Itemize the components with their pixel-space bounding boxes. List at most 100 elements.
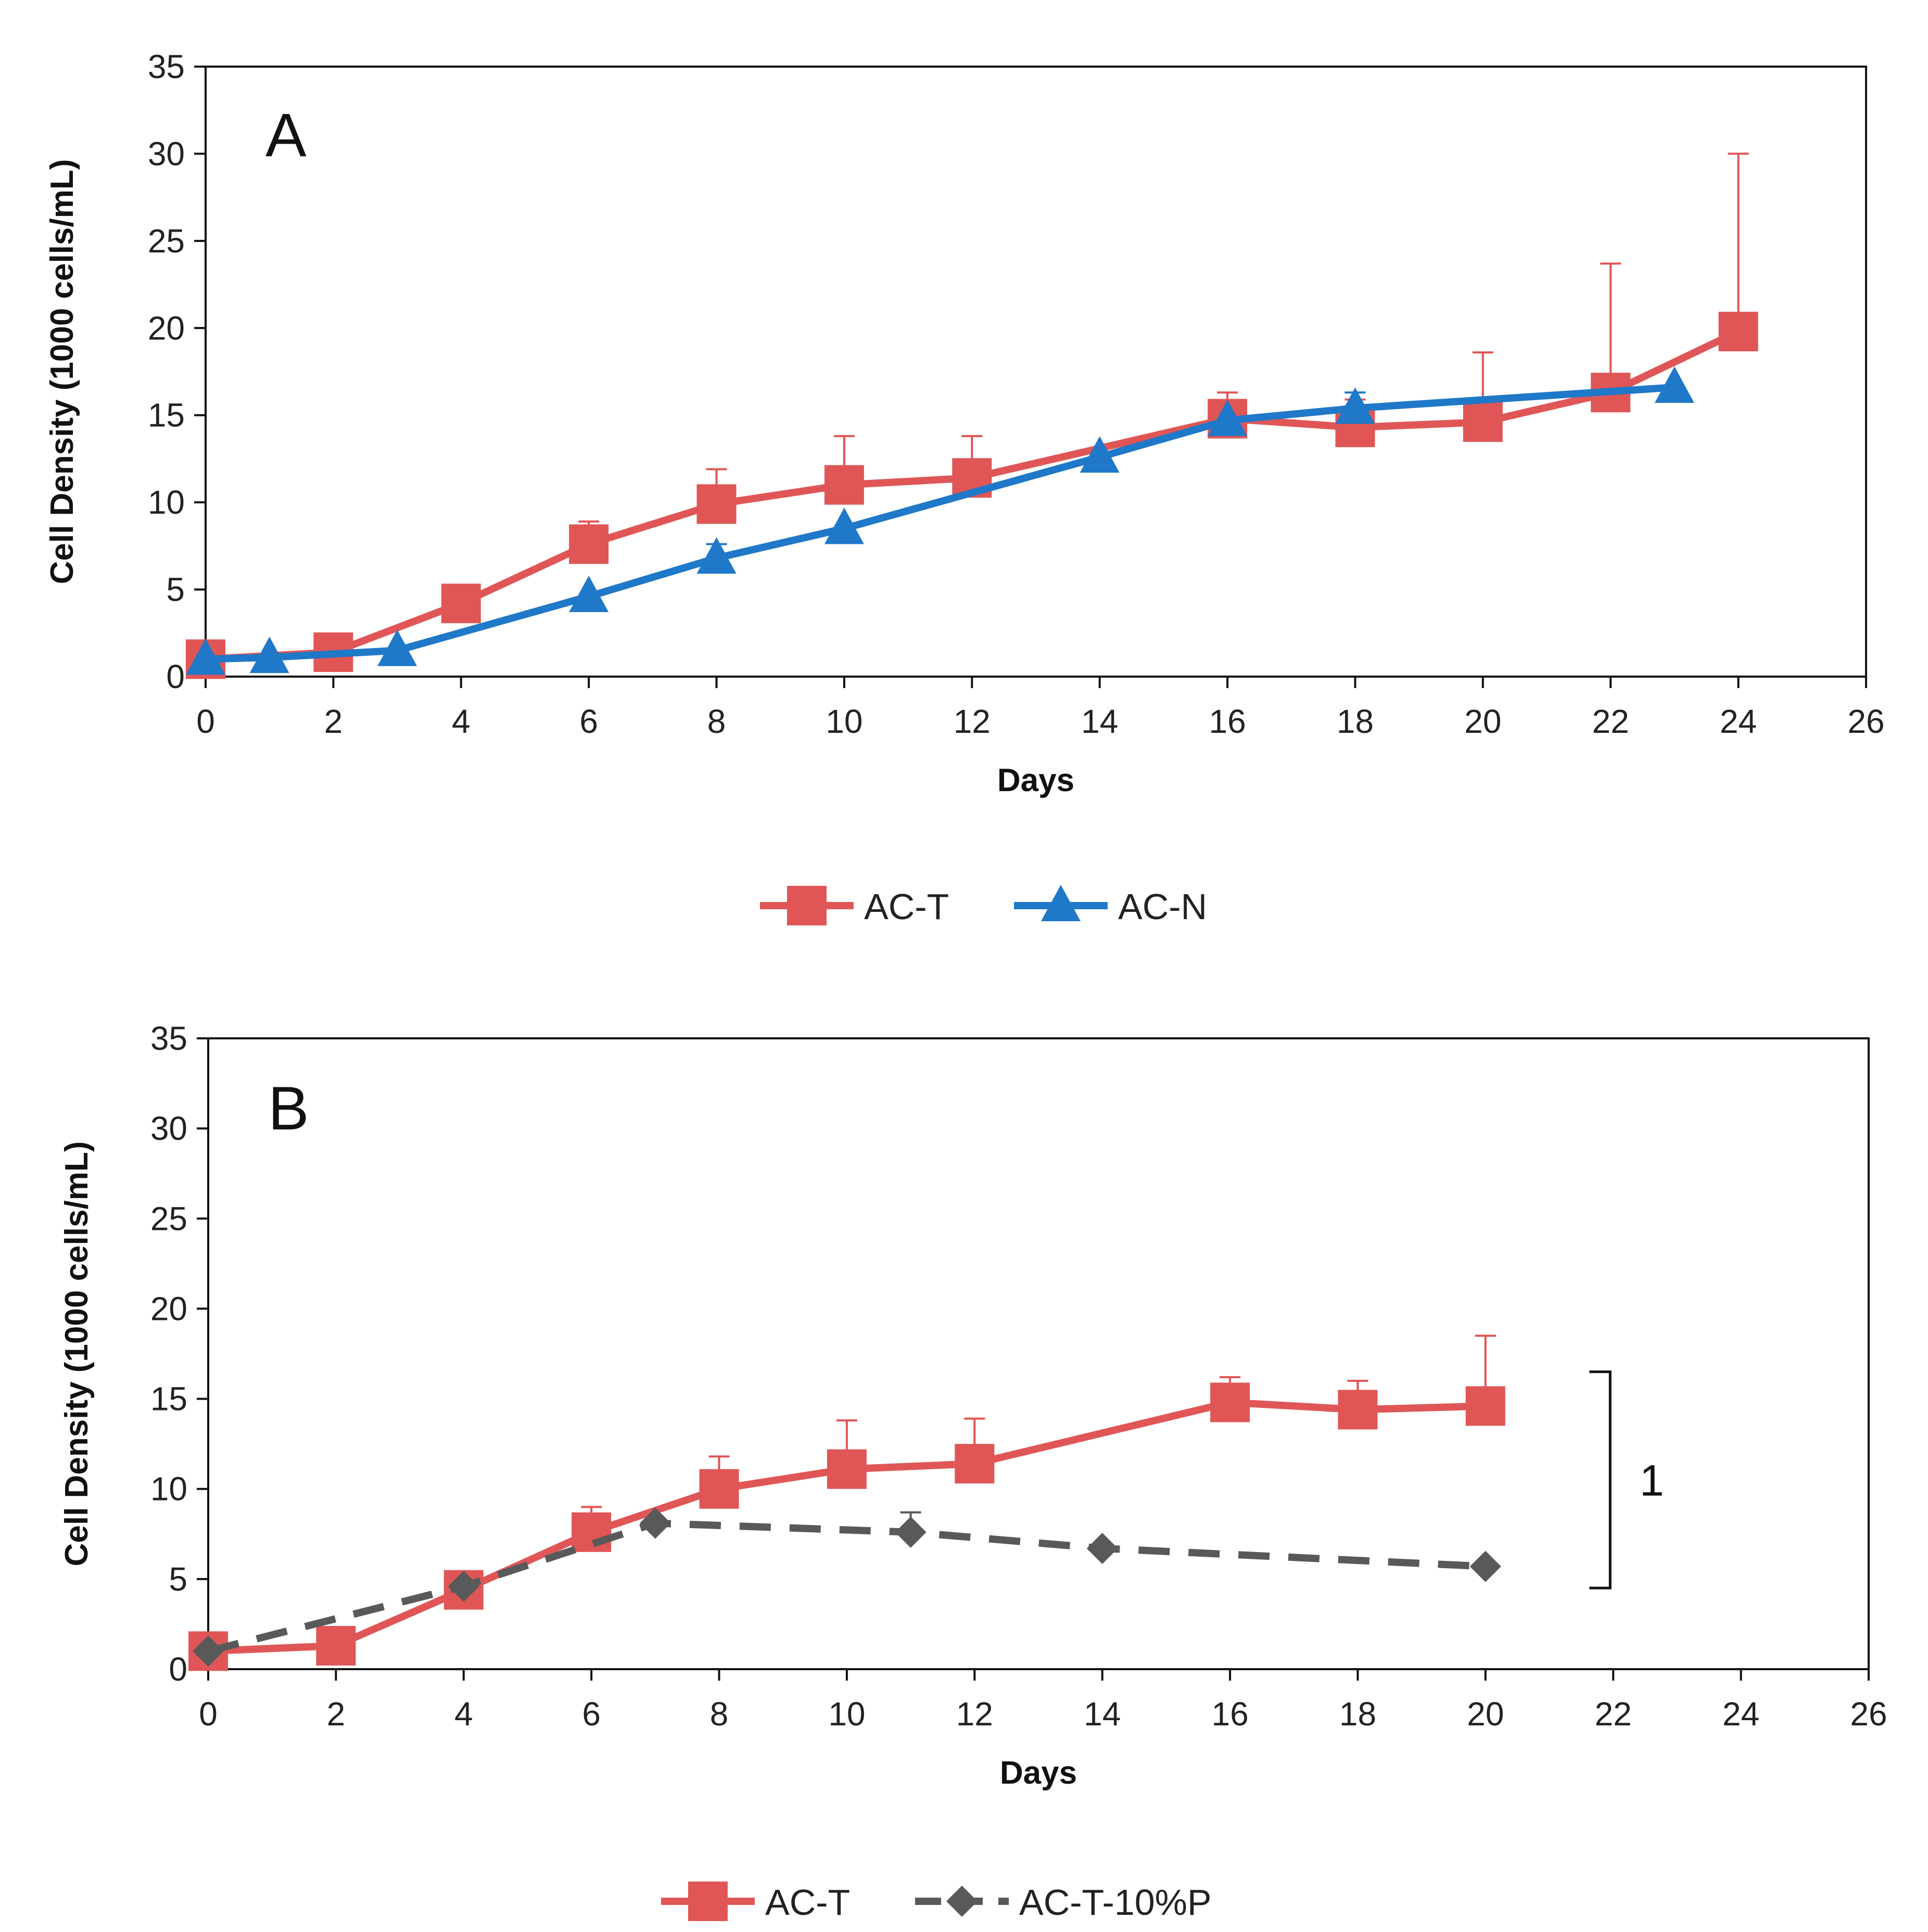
- x-tick-label: 24: [1722, 1695, 1759, 1733]
- x-tick-label: 4: [452, 703, 471, 740]
- legend: AC-T AC-N: [760, 885, 1207, 927]
- series-ac-n: [186, 366, 1694, 675]
- data-point: [639, 1507, 671, 1539]
- y-axis-title: Cell Density (1000 cells/mL): [59, 1141, 95, 1567]
- x-tick-label: 22: [1595, 1695, 1632, 1733]
- x-tick-label: 12: [954, 703, 991, 740]
- data-point: [569, 524, 609, 564]
- y-tick-label: 30: [150, 1110, 187, 1147]
- y-tick-label: 10: [150, 1470, 187, 1508]
- legend-item: AC-T: [760, 886, 949, 927]
- x-tick-label: 2: [324, 703, 343, 740]
- x-tick-label: 16: [1211, 1695, 1248, 1733]
- legend-item: AC-T: [661, 1882, 850, 1923]
- legend-swatch-marker: [1041, 885, 1081, 921]
- series-ac-t: [188, 1334, 1505, 1671]
- x-tick-label: 24: [1720, 703, 1757, 740]
- y-tick-label: 20: [150, 1290, 187, 1327]
- data-point: [441, 583, 481, 624]
- y-tick-label: 0: [169, 1650, 187, 1688]
- data-point: [316, 1625, 356, 1666]
- y-axis-title: Cell Density (1000 cells/mL): [44, 159, 80, 584]
- bracket: [1589, 1370, 1612, 1590]
- data-point: [1210, 1382, 1250, 1422]
- x-tick-label: 26: [1850, 1695, 1887, 1733]
- x-tick-label: 16: [1209, 703, 1246, 740]
- data-point: [448, 1570, 479, 1602]
- panel-letter: A: [265, 101, 307, 170]
- x-tick-label: 14: [1081, 703, 1118, 740]
- plot-frame: [205, 66, 1867, 678]
- x-tick-label: 18: [1339, 1695, 1376, 1733]
- y-tick-label: 5: [166, 571, 185, 608]
- data-point: [193, 1635, 224, 1667]
- y-tick-label: 15: [150, 1380, 187, 1418]
- data-point: [377, 629, 417, 666]
- data-point: [186, 638, 225, 675]
- data-point: [696, 484, 737, 524]
- series-ac-t-10-p: [193, 1507, 1501, 1667]
- x-tick-label: 20: [1467, 1695, 1504, 1733]
- x-axis-title: Days: [1000, 1755, 1077, 1791]
- series-line: [205, 1399, 1489, 1655]
- y-tick-label: 25: [150, 1200, 187, 1237]
- bracket-label: 1: [1640, 1456, 1664, 1505]
- data-point: [824, 507, 864, 544]
- legend-label: AC-T: [864, 886, 949, 927]
- data-point: [824, 465, 864, 505]
- data-point: [572, 1512, 612, 1552]
- data-point: [1463, 402, 1503, 442]
- x-tick-label: 22: [1592, 703, 1629, 740]
- legend-label: AC-N: [1118, 886, 1207, 927]
- legend-item: AC-N: [1014, 885, 1207, 927]
- plot-frame: [207, 1037, 1870, 1670]
- legend-swatch-marker: [946, 1886, 978, 1917]
- data-point: [1718, 311, 1758, 351]
- x-tick-label: 2: [327, 1695, 346, 1733]
- data-point: [1469, 1550, 1501, 1582]
- legend: AC-T AC-T-10%P: [661, 1882, 1212, 1923]
- x-tick-label: 10: [826, 703, 862, 740]
- series-line: [202, 327, 1742, 663]
- x-tick-label: 4: [454, 1695, 473, 1733]
- x-tick-label: 0: [196, 703, 215, 740]
- x-tick-label: 8: [707, 703, 726, 740]
- series-ac-t: [186, 152, 1758, 679]
- data-point: [1465, 1386, 1505, 1426]
- data-point: [249, 637, 289, 673]
- y-tick-label: 20: [148, 309, 185, 347]
- y-tick-label: 0: [166, 658, 185, 695]
- x-tick-label: 20: [1464, 703, 1501, 740]
- data-point: [955, 1444, 995, 1484]
- y-tick-label: 10: [148, 484, 185, 521]
- panel-letter: B: [268, 1074, 309, 1143]
- x-tick-label: 0: [199, 1695, 218, 1733]
- y-tick-label: 25: [148, 222, 185, 260]
- x-tick-label: 10: [828, 1695, 865, 1733]
- data-point: [569, 575, 609, 612]
- data-point: [1080, 436, 1120, 473]
- data-point: [699, 1469, 739, 1509]
- legend-swatch-marker: [688, 1882, 728, 1921]
- legend-label: AC-T: [765, 1882, 850, 1923]
- y-tick-label: 35: [148, 48, 185, 85]
- data-point: [895, 1516, 927, 1548]
- data-point: [827, 1449, 867, 1489]
- x-axis-title: Days: [997, 762, 1074, 798]
- y-tick-label: 35: [150, 1020, 187, 1057]
- legend-label: AC-T-10%P: [1019, 1882, 1212, 1923]
- x-tick-label: 8: [710, 1695, 729, 1733]
- y-tick-label: 15: [148, 397, 185, 434]
- x-tick-label: 18: [1337, 703, 1374, 740]
- data-point: [1086, 1532, 1118, 1564]
- y-tick-label: 30: [148, 135, 185, 172]
- x-tick-label: 12: [956, 1695, 993, 1733]
- data-point: [1335, 387, 1375, 424]
- x-tick-label: 6: [579, 703, 598, 740]
- legend-item: AC-T-10%P: [915, 1882, 1212, 1923]
- series-line: [207, 1519, 1486, 1655]
- data-point: [1654, 366, 1694, 403]
